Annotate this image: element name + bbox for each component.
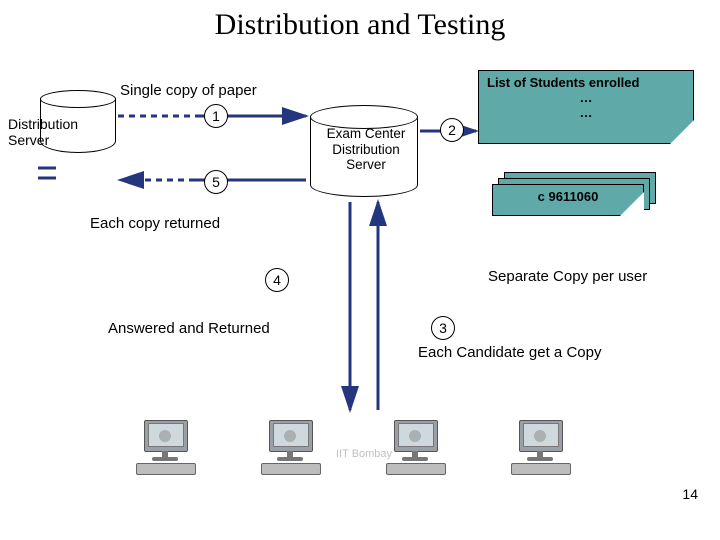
step-4: 4 <box>265 268 289 292</box>
each-candidate-label: Each Candidate get a Copy <box>418 344 601 361</box>
watermark: IIT Bombay <box>336 448 392 460</box>
answered-returned-label: Answered and Returned <box>108 320 270 337</box>
step-5: 5 <box>204 170 228 194</box>
single-copy-label: Single copy of paper <box>120 82 257 99</box>
page-title: Distribution and Testing <box>0 8 720 42</box>
separate-copy-label: Separate Copy per user <box>488 268 647 285</box>
students-note-ellipsis-1: … <box>487 90 685 105</box>
students-note-title: List of Students enrolled <box>487 75 685 90</box>
candidate-pc <box>255 420 325 480</box>
student-id-text: c 9611060 <box>538 189 599 204</box>
step-2: 2 <box>440 118 464 142</box>
students-note-ellipsis-2: … <box>487 105 685 120</box>
each-copy-returned-label: Each copy returned <box>90 215 220 232</box>
candidate-pc <box>130 420 200 480</box>
slide-number: 14 <box>682 486 698 502</box>
exam-center-label: Exam Center Distribution Server <box>318 126 414 173</box>
distribution-server-label: Distribution Server <box>8 116 118 148</box>
step-3: 3 <box>431 316 455 340</box>
candidate-pc <box>505 420 575 480</box>
step-1: 1 <box>204 104 228 128</box>
students-note: List of Students enrolled … … <box>478 70 694 144</box>
